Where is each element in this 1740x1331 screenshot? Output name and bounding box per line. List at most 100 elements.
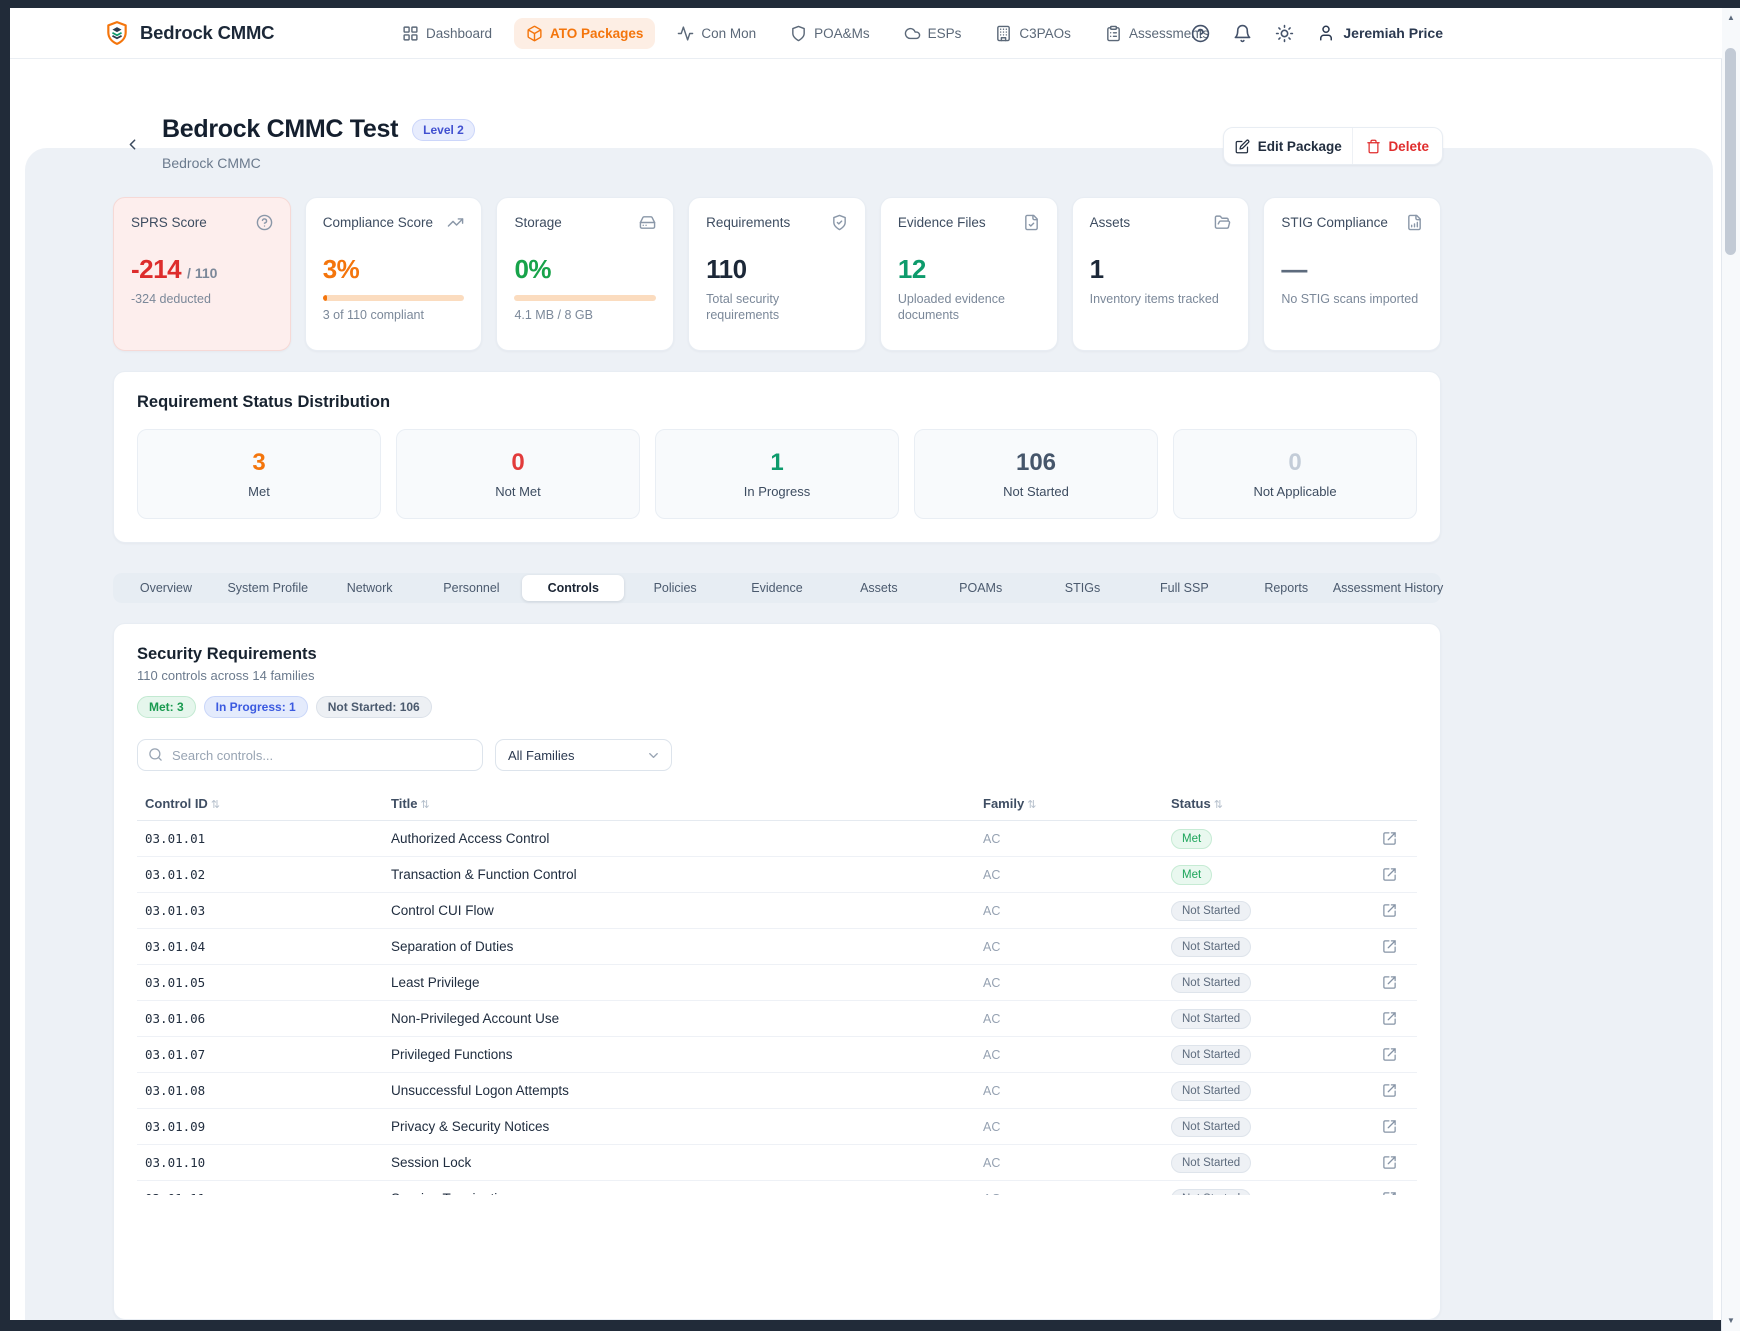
control-family: AC <box>983 1047 1001 1062</box>
sprs-score-value: -214 <box>131 254 182 284</box>
scroll-down-arrow[interactable]: ▼ <box>1727 1315 1735 1325</box>
tab[interactable]: Assets <box>860 581 898 595</box>
distribution-count: 3 <box>252 449 266 476</box>
family-filter-select[interactable]: All Families <box>495 739 672 771</box>
distribution-label: In Progress <box>743 484 811 499</box>
nav-ato-packages[interactable]: ATO Packages <box>514 17 656 49</box>
tab[interactable]: Controls <box>522 575 625 601</box>
control-row[interactable]: 03.01.03 Control CUI Flow AC Not Started <box>137 893 1417 929</box>
tab[interactable]: Network <box>346 581 393 595</box>
control-title: Unsuccessful Logon Attempts <box>391 1083 569 1098</box>
column-header-title[interactable]: Title ⇅ <box>391 795 430 811</box>
tab[interactable]: STIGs <box>1064 581 1101 595</box>
tab[interactable]: Policies <box>653 581 697 595</box>
open-control-external-link-icon[interactable] <box>1380 939 1417 954</box>
back-chevron-icon[interactable] <box>124 136 141 153</box>
control-title: Non-Privileged Account Use <box>391 1011 560 1026</box>
open-control-external-link-icon[interactable] <box>1380 1191 1417 1195</box>
tab[interactable]: Overview <box>139 581 192 595</box>
nav-poams[interactable]: POA&Ms <box>778 18 882 49</box>
theme-sun-icon[interactable] <box>1275 24 1294 43</box>
help-circle-icon[interactable] <box>256 214 273 231</box>
open-control-external-link-icon[interactable] <box>1380 1011 1417 1026</box>
edit-package-button[interactable]: Edit Package <box>1224 128 1354 164</box>
control-row[interactable]: 03.01.05 Least Privilege AC Not Started <box>137 965 1417 1001</box>
activity-icon <box>677 25 694 42</box>
open-control-external-link-icon[interactable] <box>1380 903 1417 918</box>
tab[interactable]: Personnel <box>443 581 500 595</box>
tab[interactable]: POAMs <box>959 581 1003 595</box>
control-title: Session Lock <box>391 1155 472 1170</box>
control-family: AC <box>983 1155 1001 1170</box>
distribution-label: Not Met <box>495 484 541 499</box>
open-control-external-link-icon[interactable] <box>1380 1047 1417 1062</box>
user-menu[interactable]: Jeremiah Price <box>1317 24 1443 42</box>
search-controls-input[interactable] <box>137 739 483 771</box>
control-family: AC <box>983 1083 1001 1098</box>
control-row[interactable]: 03.01.08 Unsuccessful Logon Attempts AC … <box>137 1073 1417 1109</box>
distribution-count: 0 <box>511 449 525 476</box>
control-row[interactable]: 03.01.04 Separation of Duties AC Not Sta… <box>137 929 1417 965</box>
control-id: 03.01.09 <box>145 1119 206 1134</box>
help-icon[interactable] <box>1191 24 1210 43</box>
package-action-buttons: Edit Package Delete <box>1223 127 1443 165</box>
sort-icon: ⇅ <box>210 798 221 811</box>
nav-dashboard[interactable]: Dashboard <box>390 18 504 49</box>
open-control-external-link-icon[interactable] <box>1380 1119 1417 1134</box>
cloud-icon <box>904 25 921 42</box>
control-row[interactable]: 03.01.10 Session Lock AC Not Started <box>137 1145 1417 1181</box>
control-row[interactable]: 03.01.06 Non-Privileged Account Use AC N… <box>137 1001 1417 1037</box>
column-header-control-id[interactable]: Control ID ⇅ <box>145 795 221 811</box>
control-title: Least Privilege <box>391 975 480 990</box>
control-row[interactable]: 03.01.09 Privacy & Security Notices AC N… <box>137 1109 1417 1145</box>
assets-value: 1 <box>1089 254 1104 284</box>
tab[interactable]: System Profile <box>227 581 309 595</box>
evidence-files-value: 12 <box>897 254 926 284</box>
control-row[interactable]: 03.01.11 Session Termination AC Not Star… <box>137 1181 1417 1195</box>
open-control-external-link-icon[interactable] <box>1380 975 1417 990</box>
sort-icon: ⇅ <box>420 798 430 811</box>
evidence-files-card: Evidence Files 12 Uploaded evidence docu… <box>879 197 1058 351</box>
control-row[interactable]: 03.01.01 Authorized Access Control AC Me… <box>137 821 1417 857</box>
bell-icon[interactable] <box>1233 24 1252 43</box>
control-title: Privileged Functions <box>391 1047 513 1062</box>
tab[interactable]: Evidence <box>751 581 803 595</box>
control-id: 03.01.10 <box>145 1155 206 1170</box>
storage-progress-bar <box>514 295 657 301</box>
scrollbar-thumb[interactable] <box>1725 48 1736 255</box>
chevron-down-icon <box>646 748 661 763</box>
tab[interactable]: Reports <box>1264 581 1309 595</box>
control-row[interactable]: 03.01.02 Transaction & Function Control … <box>137 857 1417 893</box>
sprs-score-card: SPRS Score -214/ 110 -324 deducted <box>113 197 291 351</box>
tab[interactable]: Full SSP <box>1160 581 1209 595</box>
status-badge: Not Started <box>1171 1008 1252 1029</box>
nav-esps[interactable]: ESPs <box>892 18 974 49</box>
grid-icon <box>402 25 419 42</box>
control-family: AC <box>983 1119 1001 1134</box>
control-row[interactable]: 03.01.07 Privileged Functions AC Not Sta… <box>137 1037 1417 1073</box>
security-requirements-subtitle: 110 controls across 14 families <box>137 668 315 683</box>
tab[interactable]: Assessment History <box>1332 581 1444 595</box>
open-control-external-link-icon[interactable] <box>1380 1083 1417 1098</box>
security-requirements-title: Security Requirements <box>137 645 317 663</box>
column-header-family[interactable]: Family ⇅ <box>983 795 1037 811</box>
hard-drive-icon <box>639 214 656 231</box>
status-distribution-box: 3 Met <box>137 429 381 519</box>
nav-c3paos[interactable]: C3PAOs <box>983 18 1083 49</box>
storage-value: 0% <box>514 254 552 284</box>
page-title-row: Bedrock CMMC Test Level 2 <box>162 115 475 144</box>
open-control-external-link-icon[interactable] <box>1380 831 1417 846</box>
column-header-status[interactable]: Status ⇅ <box>1171 795 1223 811</box>
compliance-score-card: Compliance Score 3% 3 of 110 compliant <box>304 197 483 351</box>
status-distribution-box: 0 Not Met <box>396 429 640 519</box>
open-control-external-link-icon[interactable] <box>1380 867 1417 882</box>
distribution-count: 0 <box>1288 449 1302 476</box>
scrollbar: ▲ ▼ <box>1721 8 1740 1331</box>
scroll-up-arrow[interactable]: ▲ <box>1727 12 1735 22</box>
delete-package-button[interactable]: Delete <box>1353 128 1442 164</box>
nav-assessments[interactable]: Assessments <box>1093 18 1221 49</box>
distribution-label: Met <box>248 484 270 499</box>
nav-con-mon[interactable]: Con Mon <box>665 18 768 49</box>
control-title: Control CUI Flow <box>391 903 494 918</box>
open-control-external-link-icon[interactable] <box>1380 1155 1417 1170</box>
